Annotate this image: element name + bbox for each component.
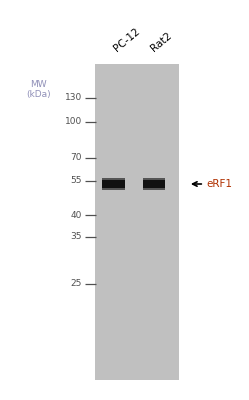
Text: MW
(kDa): MW (kDa) (26, 80, 51, 99)
Bar (143, 178, 165, 190)
Text: 35: 35 (71, 232, 82, 241)
Bar (143, 180, 165, 188)
Text: 70: 70 (71, 154, 82, 162)
Text: eRF1: eRF1 (207, 179, 233, 189)
Text: 55: 55 (71, 176, 82, 185)
Text: 100: 100 (65, 118, 82, 126)
Bar (95, 64, 179, 380)
Text: PC-12: PC-12 (112, 27, 142, 54)
Text: 40: 40 (71, 211, 82, 220)
Bar (102, 178, 124, 190)
Text: 25: 25 (71, 280, 82, 288)
Text: Rat2: Rat2 (149, 31, 174, 54)
Bar (102, 180, 124, 188)
Text: 130: 130 (65, 94, 82, 102)
